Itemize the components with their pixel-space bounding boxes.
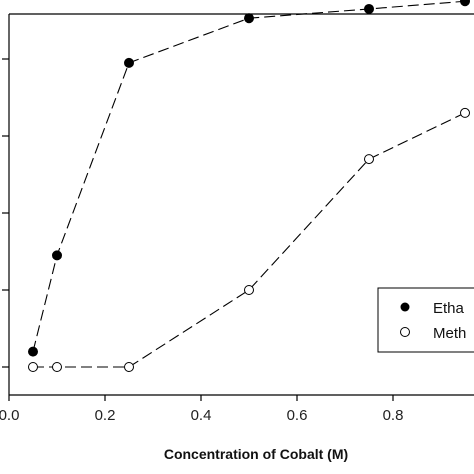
- legend-label-etha: Etha: [433, 300, 465, 317]
- data-point-meth: [460, 107, 470, 118]
- x-tick-label: 0.0: [0, 407, 19, 424]
- x-tick-label: 0.4: [191, 407, 212, 424]
- data-point-etha: [244, 13, 254, 24]
- x-tick-label: 0.6: [287, 407, 308, 424]
- plot-area: 0.0 0.2 0.4 0.6 0.8: [0, 0, 474, 424]
- legend-box: [377, 287, 474, 353]
- data-point-etha: [460, 0, 470, 7]
- series-layer: [28, 0, 470, 372]
- legend-marker-etha: [400, 302, 410, 312]
- legend-marker-meth: [400, 327, 410, 337]
- data-point-meth: [52, 362, 62, 372]
- series-line-etha: [32, 0, 466, 352]
- x-tick-label: 0.8: [383, 407, 404, 424]
- data-point-meth: [364, 154, 374, 165]
- data-point-etha: [28, 346, 38, 357]
- data-point-meth: [124, 362, 134, 372]
- x-ticks: 0.0 0.2 0.4 0.6 0.8: [0, 395, 403, 424]
- data-point-etha: [124, 57, 134, 68]
- data-point-meth: [244, 285, 254, 295]
- data-point-meth: [28, 362, 38, 372]
- y-ticks: [2, 58, 9, 368]
- data-point-etha: [364, 3, 374, 14]
- legend: Etha Meth: [377, 287, 474, 353]
- data-point-etha: [52, 250, 62, 261]
- x-tick-label: 0.2: [95, 407, 116, 424]
- legend-label-meth: Meth: [433, 325, 466, 342]
- x-axis-label: Concentration of Cobalt (M): [164, 446, 348, 462]
